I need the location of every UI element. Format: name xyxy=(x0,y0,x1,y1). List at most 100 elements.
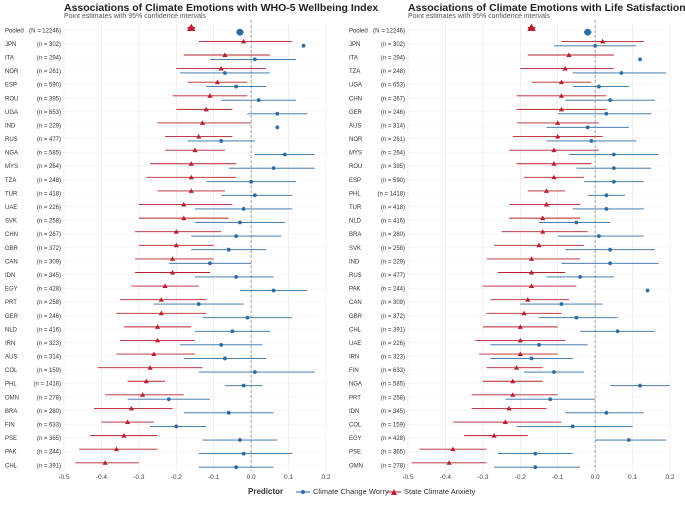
left-row-label-tza: TZA xyxy=(5,178,16,184)
right-anxiety-point-jpn xyxy=(600,38,606,44)
left-row-n-ita: (n = 294) xyxy=(37,55,61,61)
left-row-label-col: COL xyxy=(5,368,18,374)
left-row-n-fin: (n = 633) xyxy=(37,423,61,429)
left-worry-point-pak xyxy=(241,451,246,456)
left-anxiety-point-bra xyxy=(128,405,134,411)
right-worry-point-chn xyxy=(608,98,613,103)
left-anxiety-point-irn xyxy=(154,337,161,343)
right-row-label-omn: OMN xyxy=(349,463,363,469)
left-row-label-uga: UGA xyxy=(5,110,18,116)
left-row-n-bra: (n = 280) xyxy=(37,409,61,415)
left-row-n-nld: (n = 416) xyxy=(37,327,61,333)
right-worry-point-pooled xyxy=(584,28,592,36)
left-anxiety-point-mys xyxy=(188,161,194,166)
right-row-label-rus: RUS xyxy=(349,273,362,279)
left-row-label-omn: OMN xyxy=(5,395,19,401)
left-row-n-idn: (n = 345) xyxy=(37,273,61,279)
left-row-n-rou: (n = 395) xyxy=(37,96,61,102)
left-xtick-label-5: 0.0 xyxy=(247,474,256,481)
right-anxiety-point-tza xyxy=(562,65,568,71)
right-anxiety-point-can xyxy=(525,297,531,302)
right-anxiety-point-uae xyxy=(517,337,523,343)
left-row-label-rus: RUS xyxy=(5,137,18,143)
left-row-label-esp: ESP xyxy=(5,83,17,89)
left-anxiety-point-egy xyxy=(162,283,168,289)
left-worry-point-tza xyxy=(249,179,254,184)
left-anxiety-point-uae xyxy=(181,201,187,207)
right-worry-point-bra xyxy=(596,234,601,239)
right-worry-point-chl xyxy=(615,329,620,334)
left-anxiety-point-ger xyxy=(158,310,164,316)
right-row-label-phl: PHL xyxy=(349,191,361,197)
right-xtick-label-0: -0.5 xyxy=(402,474,414,481)
left-row-n-rus: (n = 477) xyxy=(37,137,61,143)
left-anxiety-point-prt xyxy=(158,297,164,302)
left-anxiety-point-chn xyxy=(173,229,179,234)
right-row-label-aus: AUS xyxy=(349,123,361,129)
right-row-label-esp: ESP xyxy=(349,178,361,184)
right-row-n-pse: (n = 365) xyxy=(381,450,405,456)
right-row-label-nld: NLD xyxy=(349,219,362,225)
left-anxiety-point-chl xyxy=(102,460,108,465)
left-xtick-label-4: -0.1 xyxy=(208,474,220,481)
right-row-label-uga: UGA xyxy=(349,83,362,89)
left-row-n-irn: (n = 323) xyxy=(37,341,61,347)
right-row-label-can: CAN xyxy=(349,300,362,306)
right-row-n-rou: (n = 395) xyxy=(381,164,405,170)
right-anxiety-point-omn xyxy=(446,460,452,465)
left-anxiety-point-rus xyxy=(196,133,202,139)
left-panel-title: Associations of Climate Emotions with WH… xyxy=(64,2,379,14)
left-anxiety-point-pak xyxy=(113,446,119,452)
right-anxiety-point-nga xyxy=(510,378,516,384)
right-worry-point-omn xyxy=(533,465,538,470)
left-worry-point-chl xyxy=(234,465,239,470)
left-anxiety-point-uga xyxy=(203,106,209,112)
right-row-n-uga: (n = 653) xyxy=(381,83,405,89)
right-panel-title: Associations of Climate Emotions with Li… xyxy=(408,2,685,14)
left-worry-point-bra xyxy=(226,410,231,415)
right-row-n-egy: (n = 428) xyxy=(381,436,405,442)
left-row-label-gbr: GBR xyxy=(5,246,19,252)
left-anxiety-point-nld xyxy=(154,324,161,329)
left-row-label-egy: EGY xyxy=(5,287,18,293)
right-anxiety-point-nld xyxy=(540,215,546,221)
left-anxiety-point-idn xyxy=(169,269,176,275)
left-panel-subtitle: Point estimates with 95% confidence inte… xyxy=(64,13,207,20)
left-row-label-prt: PRT xyxy=(5,300,17,306)
left-anxiety-point-can xyxy=(169,256,176,261)
right-row-label-pse: PSE xyxy=(349,450,361,456)
right-anxiety-point-idn xyxy=(506,405,512,411)
left-anxiety-point-pooled xyxy=(187,23,196,31)
right-row-n-mys: (n = 264) xyxy=(381,151,405,157)
right-row-n-irn: (n = 323) xyxy=(381,355,405,361)
left-anxiety-point-col xyxy=(147,365,153,370)
left-row-label-pooled: Pooled xyxy=(5,28,24,34)
right-anxiety-point-phl xyxy=(543,188,550,193)
legend-title: Predictor xyxy=(248,487,284,496)
left-xtick-label-0: -0.5 xyxy=(58,474,70,481)
left-worry-point-pse xyxy=(238,438,242,442)
right-worry-point-ger xyxy=(604,111,609,116)
right-row-n-ger: (n = 246) xyxy=(381,110,405,116)
right-worry-point-pse xyxy=(533,451,538,456)
left-row-n-ind: (n = 229) xyxy=(37,123,61,129)
legend-item-anxiety: State Climate Anxiety xyxy=(404,487,476,496)
left-worry-point-idn xyxy=(234,274,239,279)
right-worry-point-egy xyxy=(626,438,631,442)
right-worry-point-aus xyxy=(585,125,590,130)
right-worry-point-col xyxy=(570,424,575,429)
right-row-n-pooled: (N = 12246) xyxy=(373,28,405,34)
right-anxiety-point-mys xyxy=(551,147,557,153)
right-anxiety-point-chn xyxy=(558,93,565,98)
left-row-label-nor: NOR xyxy=(5,69,19,75)
right-row-label-ita: ITA xyxy=(349,55,358,61)
right-xtick-label-2: -0.3 xyxy=(477,474,489,481)
right-worry-point-tza xyxy=(619,71,624,75)
left-worry-point-uga xyxy=(275,111,280,116)
right-worry-point-jpn xyxy=(593,43,598,48)
right-row-n-tza: (n = 248) xyxy=(381,69,405,75)
left-worry-point-nld xyxy=(230,329,235,334)
right-xtick-label-5: 0.0 xyxy=(591,474,600,481)
right-worry-point-idn xyxy=(604,410,609,415)
right-worry-point-uae xyxy=(537,342,541,347)
